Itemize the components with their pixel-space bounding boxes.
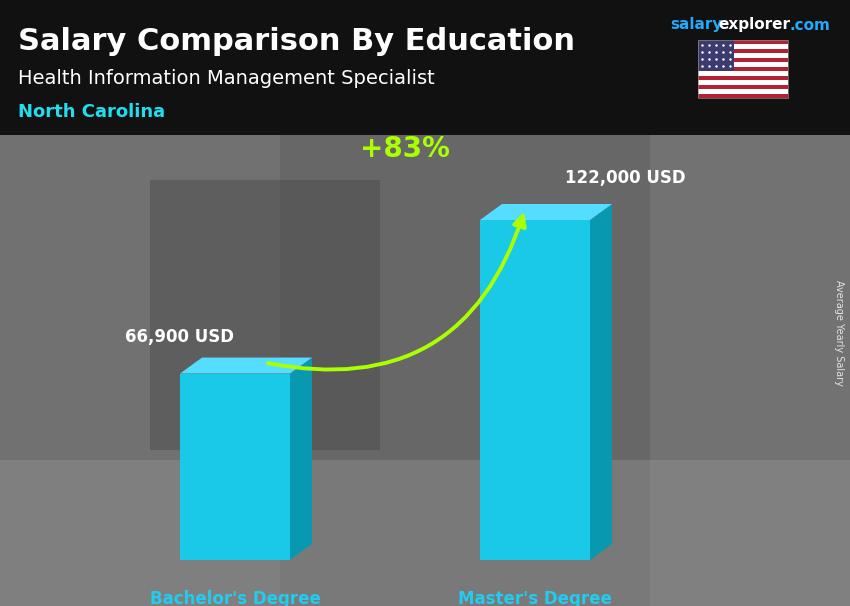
Polygon shape [480,220,590,560]
Polygon shape [180,358,312,373]
Bar [0,135,850,606]
Bar [698,40,788,98]
Bar [698,62,788,67]
Text: +83%: +83% [360,135,450,163]
Text: explorer: explorer [718,18,790,33]
Bar [698,58,788,62]
Bar [698,76,788,80]
Text: North Carolina: North Carolina [18,103,165,121]
Bar [698,53,788,58]
Bar [698,72,788,76]
Bar [0,0,850,130]
Bar [698,44,788,49]
Text: Average Yearly Salary: Average Yearly Salary [834,281,844,386]
Bar [698,40,734,72]
Text: 122,000 USD: 122,000 USD [564,169,685,187]
Bar [0,0,850,135]
Polygon shape [590,204,612,560]
Bar [698,40,788,44]
Polygon shape [480,204,612,220]
Text: Bachelor's Degree: Bachelor's Degree [150,590,320,606]
Text: Master's Degree: Master's Degree [458,590,612,606]
Bar [698,80,788,85]
Polygon shape [180,373,290,560]
Text: 66,900 USD: 66,900 USD [126,328,235,345]
Polygon shape [0,135,280,606]
Bar [0,460,850,606]
Bar [698,67,788,72]
Polygon shape [150,180,380,450]
Bar [698,89,788,93]
Polygon shape [650,135,850,606]
Polygon shape [290,358,312,560]
Bar [698,93,788,98]
Bar [698,85,788,89]
Bar [698,49,788,53]
Text: salary: salary [670,18,722,33]
Bar [0,0,850,135]
Text: Salary Comparison By Education: Salary Comparison By Education [18,27,575,56]
FancyArrowPatch shape [268,216,524,370]
Text: .com: .com [790,18,830,33]
Text: Health Information Management Specialist: Health Information Management Specialist [18,68,434,87]
